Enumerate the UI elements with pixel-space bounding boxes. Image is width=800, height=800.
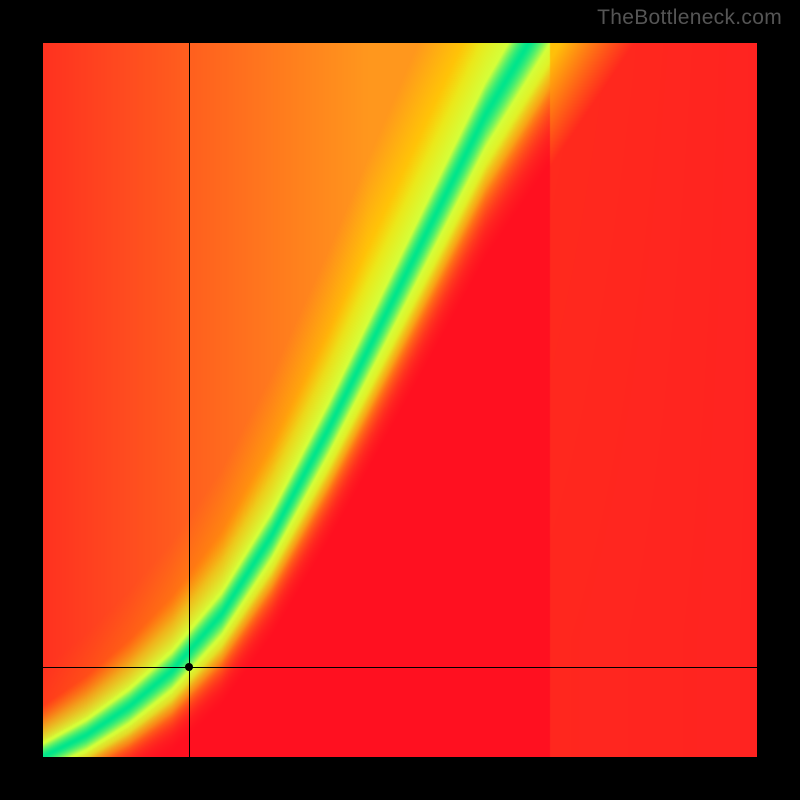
- heatmap-chart: [43, 43, 757, 757]
- watermark-label: TheBottleneck.com: [597, 6, 782, 30]
- crosshair-horizontal: [43, 667, 757, 668]
- marker-dot: [185, 663, 193, 671]
- container: TheBottleneck.com: [0, 0, 800, 800]
- crosshair-vertical: [189, 43, 190, 757]
- heatmap-canvas: [43, 43, 757, 757]
